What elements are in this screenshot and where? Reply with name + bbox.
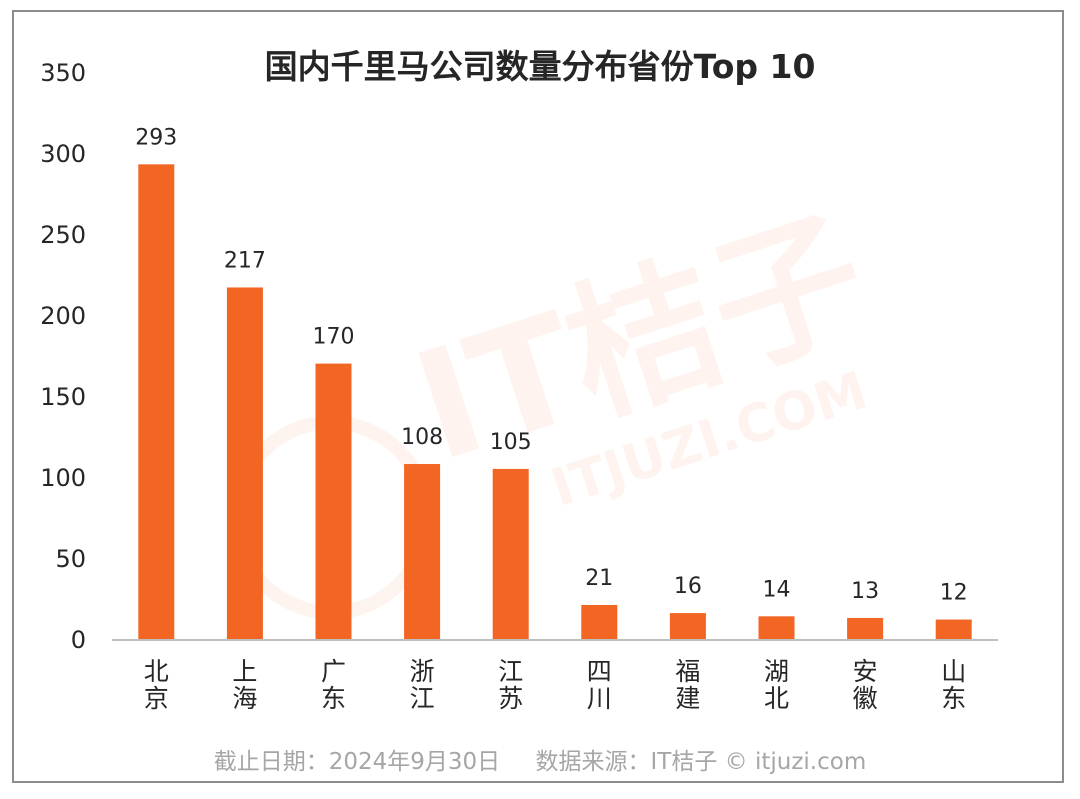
x-tick-label-9-char-0: 山 xyxy=(941,657,966,686)
x-tick-label-1-char-1: 海 xyxy=(232,684,257,713)
data-label-5: 21 xyxy=(585,566,613,591)
x-tick-label-0-char-0: 北 xyxy=(144,657,169,686)
bar-1 xyxy=(226,287,263,639)
bar-3 xyxy=(404,464,441,639)
data-label-7: 14 xyxy=(763,577,791,602)
y-tick-label: 350 xyxy=(40,59,86,87)
x-tick-label-8-char-0: 安 xyxy=(853,657,878,686)
x-tick-label-1-char-0: 上 xyxy=(232,657,257,686)
x-tick-label-6-char-0: 福 xyxy=(675,657,700,686)
x-tick-label-2-char-1: 东 xyxy=(321,684,346,713)
y-tick-label: 300 xyxy=(40,140,86,168)
x-tick-label-4-char-0: 江 xyxy=(498,657,523,686)
data-label-9: 12 xyxy=(940,581,968,606)
y-tick-label: 0 xyxy=(71,626,86,654)
x-tick-label-2-char-0: 广 xyxy=(321,657,346,686)
y-tick-label: 250 xyxy=(40,221,86,249)
data-label-1: 217 xyxy=(224,248,266,273)
x-tick-label-9-char-1: 东 xyxy=(941,684,966,713)
x-tick-label-6-char-1: 建 xyxy=(675,684,700,713)
x-tick-label-8-char-1: 徽 xyxy=(853,684,878,713)
x-tick-label-3-char-1: 江 xyxy=(410,684,435,713)
data-label-3: 108 xyxy=(401,425,443,450)
bar-2 xyxy=(315,363,352,639)
bar-7 xyxy=(758,616,795,639)
x-tick-label-7-char-1: 北 xyxy=(764,684,789,713)
x-tick-label-5-char-0: 四 xyxy=(587,657,612,686)
chart-frame xyxy=(12,10,1064,783)
bar-6 xyxy=(669,613,706,639)
x-tick-label-4-char-1: 苏 xyxy=(498,684,523,713)
y-tick-label: 200 xyxy=(40,302,86,330)
y-tick-label: 100 xyxy=(40,464,86,492)
y-axis: 0 50 100 150 200 250 300 350 xyxy=(40,59,86,654)
x-tick-label-3-char-0: 浙 xyxy=(410,657,435,686)
chart-title: 国内千里马公司数量分布省份Top 10 xyxy=(264,47,816,86)
y-tick-label: 50 xyxy=(55,545,86,573)
data-label-8: 13 xyxy=(851,579,879,604)
data-label-0: 293 xyxy=(135,125,177,150)
bar-0 xyxy=(138,164,175,639)
bar-4 xyxy=(492,468,529,639)
bar-5 xyxy=(581,604,618,639)
footer-date: 截止日期：2024年9月30日 xyxy=(213,749,501,775)
data-label-2: 170 xyxy=(313,325,355,350)
data-label-4: 105 xyxy=(490,430,532,455)
x-tick-label-7-char-0: 湖 xyxy=(764,657,789,686)
y-tick-label: 150 xyxy=(40,383,86,411)
bars: 293北京217上海170广东108浙江105江苏21四川16福建14湖北13安… xyxy=(135,125,972,713)
x-tick-label-0-char-1: 京 xyxy=(144,684,169,713)
footer-source: 数据来源：IT桔子 © itjuzi.com xyxy=(535,749,867,775)
bar-8 xyxy=(847,617,884,639)
x-tick-label-5-char-1: 川 xyxy=(587,684,612,713)
data-label-6: 16 xyxy=(674,574,702,599)
bar-9 xyxy=(935,619,972,639)
footer: 截止日期：2024年9月30日 数据来源：IT桔子 © itjuzi.com xyxy=(0,742,1080,776)
